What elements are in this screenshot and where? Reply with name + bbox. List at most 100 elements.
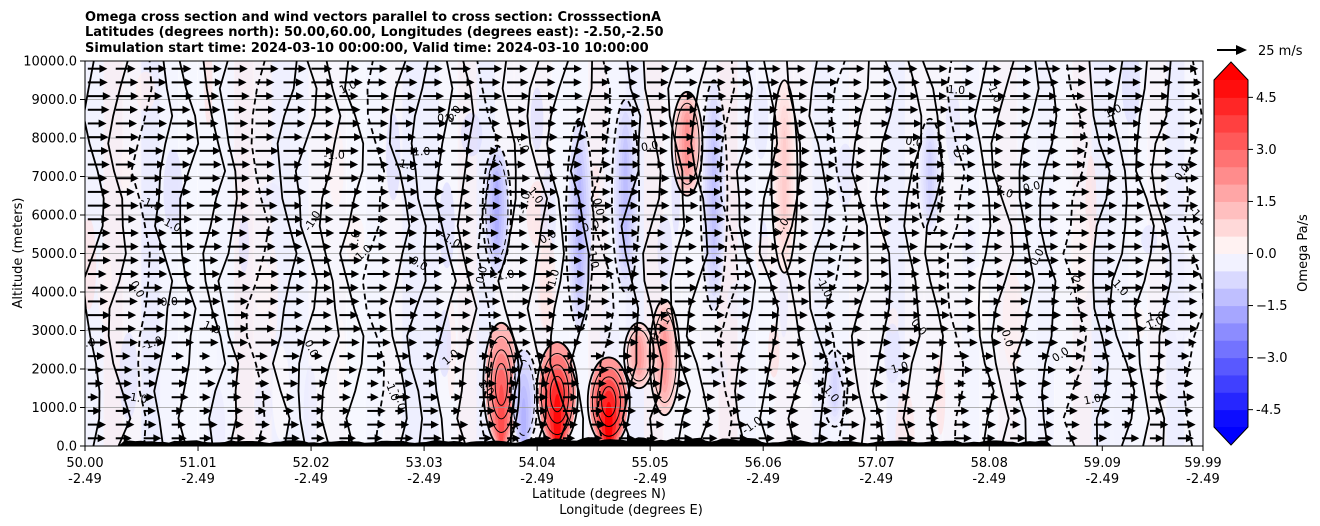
wind-vector-head [435,338,444,347]
wind-vector-head [709,434,718,443]
wind-vector [898,215,921,224]
wind-vector [590,406,604,415]
wind-vector-head [186,201,195,210]
wind-vector-head [322,338,331,347]
wind-vector [562,92,583,101]
wind-vector-head [606,311,615,320]
wind-vector [646,420,665,429]
wind-vector-head [937,174,946,183]
wind-vector [926,352,941,361]
wind-vector-head [547,64,556,73]
colorbar-tick-label: −1.5 [1256,299,1288,314]
wind-vector-head [157,311,166,320]
wind-vector-head [825,324,834,333]
wind-vectors [87,64,1202,443]
wind-vector [87,146,110,155]
wind-vector [982,434,996,443]
wind-vector-head [1025,338,1034,347]
wind-vector [674,393,687,402]
wind-vector [702,256,725,265]
wind-vector [1010,297,1029,306]
wind-vector-head [122,406,131,415]
wind-vector-head [521,242,530,251]
wind-vector-head [772,297,781,306]
wind-vector-head [993,338,1002,347]
wind-vector [618,311,641,320]
wind-vector [814,256,837,265]
wind-vector [507,393,519,402]
wind-vector-head [1135,174,1144,183]
wind-vector [227,78,247,87]
wind-vector-head [202,352,211,361]
wind-vector-head [458,434,467,443]
wind-vector [227,420,244,429]
wind-vector-head [856,311,865,320]
wind-vector [618,201,639,210]
contour-label: 0.0 [648,321,667,342]
wind-vector [646,365,660,374]
wind-vector [562,174,583,183]
wind-vector [758,105,778,114]
wind-vector [171,92,194,101]
wind-vector [479,283,501,292]
wind-vector-head [569,420,578,429]
wind-vector [786,352,801,361]
wind-vector [562,146,584,155]
wind-vector-head [940,297,949,306]
y-axis: 0.01000.02000.03000.04000.05000.06000.07… [23,55,85,455]
wind-vector-head [519,64,528,73]
wind-vector-head [577,270,586,279]
wind-vector-head [437,146,446,155]
wind-vector-head [430,420,439,429]
wind-vector [395,338,418,347]
wind-vector [562,64,583,73]
wind-vector-head [996,283,1005,292]
wind-vector [255,133,275,142]
wind-vector-head [183,311,192,320]
wind-vector-head [154,174,163,183]
wind-vector [842,434,858,443]
wind-vector-head [438,119,447,128]
wind-vector [590,215,611,224]
wind-vector-head [1155,379,1164,388]
wind-vector [1177,283,1198,292]
wind-vector [898,393,911,402]
wind-vector [1177,379,1194,388]
wind-vector [1010,420,1021,429]
wind-vector [1093,434,1108,443]
wind-vector [143,242,168,251]
wind-vector-head [1049,187,1058,196]
wind-vector [367,352,385,361]
wind-vector [339,160,359,169]
contour-label: 0.0 [160,295,178,309]
wind-vector [786,420,800,429]
wind-vector-head [885,215,894,224]
wind-vector-head [381,92,390,101]
wind-vector-head [1013,406,1022,415]
wind-vector-head [1108,105,1117,114]
wind-vector [898,92,919,101]
wind-vector [730,146,754,155]
wind-vector [954,215,975,224]
wind-vector [702,393,716,402]
y-tick-label: 10000.0 [23,55,77,70]
wind-vector [87,420,107,429]
wind-vector-head [1188,338,1197,347]
wind-vector [814,420,828,429]
wind-vector-head [241,187,250,196]
wind-vector [982,146,1004,155]
wind-vector-head [1160,119,1169,128]
wind-vector [227,311,250,320]
wind-vector-head [155,187,164,196]
wind-vector [171,352,185,361]
wind-vector [1010,352,1022,361]
wind-vector [1177,393,1195,402]
wind-vector-head [464,242,473,251]
wind-vector [1010,434,1026,443]
contour-negative [946,61,966,446]
wind-vector-head [798,133,807,142]
wind-vector-head [1136,201,1145,210]
wind-vector-head [660,78,669,87]
contour-label: 1.0 [337,78,358,97]
wind-vector-head [405,379,414,388]
